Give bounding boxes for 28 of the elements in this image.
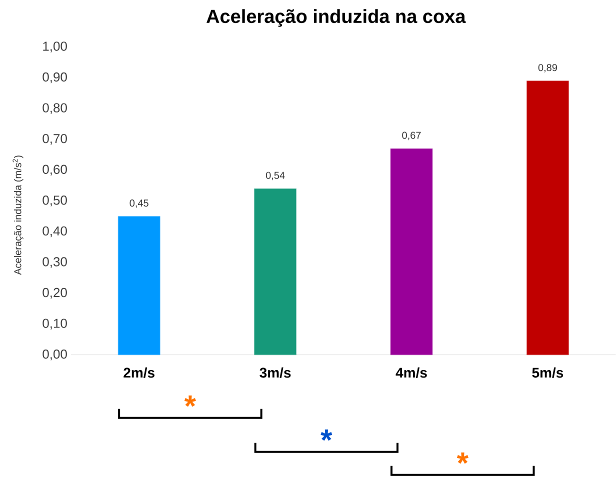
- data-label: 0,45: [130, 200, 148, 208]
- text: *: [320, 430, 332, 441]
- data-label: 0,54: [266, 172, 285, 180]
- x-tick-label: 4m/s: [396, 367, 427, 378]
- bar: [526, 80, 569, 356]
- y-tick-label: 0,50: [42, 196, 67, 206]
- y-tick-label: 0,90: [42, 72, 67, 84]
- bar: [118, 216, 160, 356]
- y-tick-label: 0,70: [42, 134, 67, 145]
- text: *: [184, 396, 196, 407]
- y-tick-label: 0,40: [42, 226, 67, 238]
- x-tick-label: 2m/s: [124, 367, 154, 378]
- x-tick-label: 5m/s: [532, 367, 564, 378]
- y-tick-label: 0,00: [42, 350, 67, 360]
- y-tick-label: 0,60: [42, 164, 67, 176]
- chart-title: Aceleração induzida na coxa: [206, 9, 466, 27]
- x-tick-label: 3m/s: [260, 367, 291, 378]
- bar: [254, 188, 296, 356]
- y-tick-label: 0,80: [42, 103, 67, 114]
- y-axis-title: Aceleração induzida (m/s$^{2}$): [12, 156, 24, 275]
- data-label: 0,89: [538, 64, 557, 72]
- y-tick-label: 0,20: [42, 288, 67, 299]
- bar: [390, 148, 433, 356]
- y-tick-label: 1,00: [43, 42, 67, 52]
- data-label: 0,67: [402, 132, 421, 140]
- text: *: [456, 452, 468, 464]
- y-tick-label: 0,30: [42, 257, 67, 268]
- y-tick-label: 0,10: [42, 318, 67, 330]
